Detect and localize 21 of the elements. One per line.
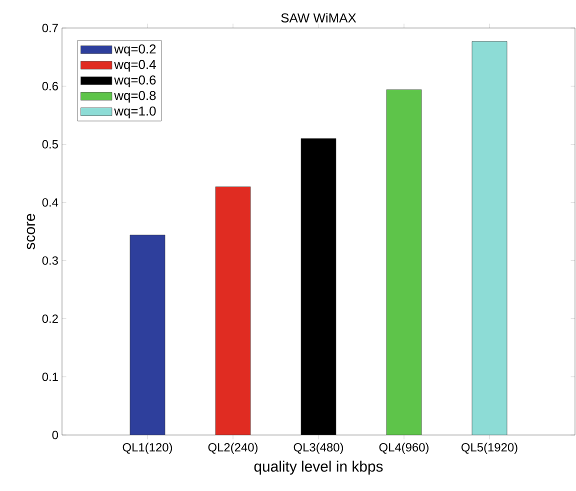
x-tick-label: QL3(480) [294,442,343,454]
legend-label: wq=0.6 [114,75,156,88]
legend-label: wq=1.0 [114,106,156,118]
y-tick-label: 0.1 [42,372,58,382]
legend-label: wq=0.2 [114,44,156,56]
legend-label: wq=0.8 [114,90,156,103]
y-tick-label: 0.6 [42,82,58,90]
y-axis-title: score [26,214,36,250]
legend-label: wq=0.4 [114,60,156,72]
chart-title: SAW WiMAX [281,12,356,22]
y-tick-label: 0.7 [42,24,58,32]
y-tick-label: 0 [52,430,58,440]
x-tick-label: QL1(120) [122,442,172,454]
x-axis-title: quality level in kbps [254,460,383,475]
y-tick-label: 0.2 [42,314,58,323]
y-tick-label: 0.5 [42,140,58,149]
y-tick-label: 0.4 [42,198,58,207]
y-tick-label: 0.3 [42,256,58,265]
x-tick-label: QL5(1920) [461,442,518,454]
x-tick-label: QL2(240) [208,442,258,454]
x-tick-label: QL4(960) [379,442,428,454]
